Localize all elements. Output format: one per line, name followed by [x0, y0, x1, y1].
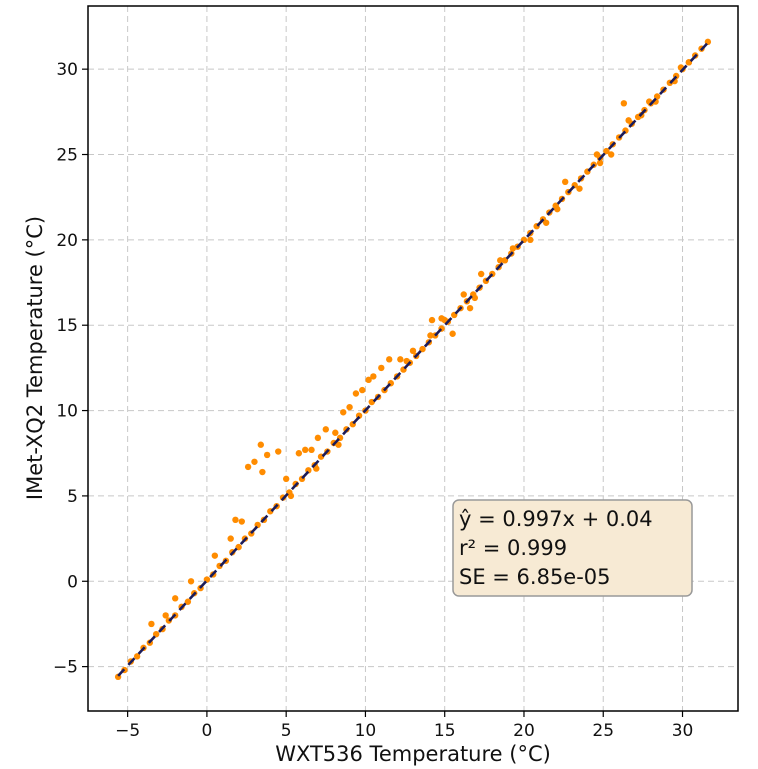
data-point [257, 441, 265, 448]
y-tick-label: 5 [67, 487, 78, 507]
data-point [449, 330, 456, 337]
data-point [263, 451, 271, 459]
data-point [471, 294, 479, 302]
data-point [352, 390, 360, 397]
x-tick-label: 10 [355, 721, 377, 741]
data-point [386, 356, 393, 363]
y-tick-label: 15 [56, 316, 78, 336]
data-point [227, 535, 234, 542]
data-point [409, 347, 417, 355]
data-point [244, 463, 252, 471]
data-point [477, 270, 485, 278]
y-tick-label: −5 [53, 658, 78, 678]
data-point [509, 245, 517, 252]
data-point [235, 543, 242, 551]
data-point [313, 465, 320, 472]
x-tick-label: 20 [513, 721, 535, 741]
data-point [332, 429, 339, 436]
data-point [427, 332, 434, 339]
data-point [561, 178, 569, 186]
data-point [340, 409, 347, 416]
data-point [365, 376, 372, 384]
y-tick-label: 0 [67, 572, 78, 592]
data-point [620, 100, 628, 107]
data-point [554, 205, 561, 213]
x-axis-title: WXT536 Temperature (°C) [275, 742, 551, 766]
data-point [542, 219, 550, 226]
data-point [378, 364, 385, 372]
data-point [275, 448, 282, 455]
fit-line-group [117, 41, 709, 677]
data-point [232, 516, 239, 524]
data-point [335, 441, 342, 448]
data-point [346, 403, 353, 411]
data-point [653, 93, 661, 100]
data-point [148, 620, 155, 628]
annotation-line-fit: ŷ = 0.997x + 0.04 [459, 507, 653, 531]
data-point [162, 612, 169, 619]
data-point [607, 151, 615, 158]
data-point [301, 446, 309, 454]
data-point [211, 552, 219, 559]
y-tick-label: 30 [56, 60, 78, 80]
data-point [397, 356, 404, 363]
data-point [576, 185, 583, 192]
annotation-line-se: SE = 6.85e-05 [459, 565, 611, 589]
data-point [133, 653, 141, 660]
y-axis-title: IMet-XQ2 Temperature (°C) [23, 216, 47, 500]
data-point [184, 598, 192, 605]
data-point [251, 458, 258, 465]
data-point [370, 373, 377, 380]
y-tick-label: 10 [56, 402, 78, 422]
data-point [625, 117, 632, 124]
data-point [501, 257, 509, 264]
data-point [282, 475, 290, 483]
data-point [419, 345, 426, 353]
data-point [314, 434, 322, 442]
data-point [593, 151, 601, 158]
y-tick-label: 20 [56, 231, 78, 251]
x-tick-label: 5 [281, 721, 292, 741]
x-tick-label: 0 [201, 721, 212, 741]
data-point [238, 518, 245, 525]
annotation-line-r2: r² = 0.999 [459, 536, 567, 560]
data-point [428, 316, 436, 324]
data-point [466, 304, 474, 312]
data-point [596, 159, 604, 167]
data-point [527, 236, 534, 244]
y-tick-label: 25 [56, 146, 78, 166]
x-tick-label: 30 [672, 721, 694, 741]
stats-annotation: ŷ = 0.997x + 0.04 r² = 0.999 SE = 6.85e-… [452, 499, 693, 597]
x-tick-label: 15 [434, 721, 456, 741]
y-axis-ticks: −5 0 5 10 15 20 25 30 [53, 60, 88, 678]
x-tick-label: 25 [592, 721, 614, 741]
x-axis-ticks: −5 0 5 10 15 20 25 30 [115, 711, 693, 741]
data-point [603, 147, 610, 155]
fit-line [117, 41, 709, 677]
data-point [496, 257, 504, 264]
data-point [295, 450, 303, 457]
grid [88, 6, 738, 711]
plot-frame [87, 5, 739, 712]
data-point [259, 468, 266, 476]
data-point [359, 386, 366, 394]
x-tick-label: −5 [115, 721, 140, 741]
data-point [187, 578, 195, 585]
data-point [308, 446, 315, 454]
data-point [287, 492, 295, 500]
data-point [171, 595, 179, 602]
data-point [460, 291, 467, 298]
annotation-box [452, 499, 693, 597]
data-point [322, 426, 330, 433]
data-point [152, 630, 160, 638]
